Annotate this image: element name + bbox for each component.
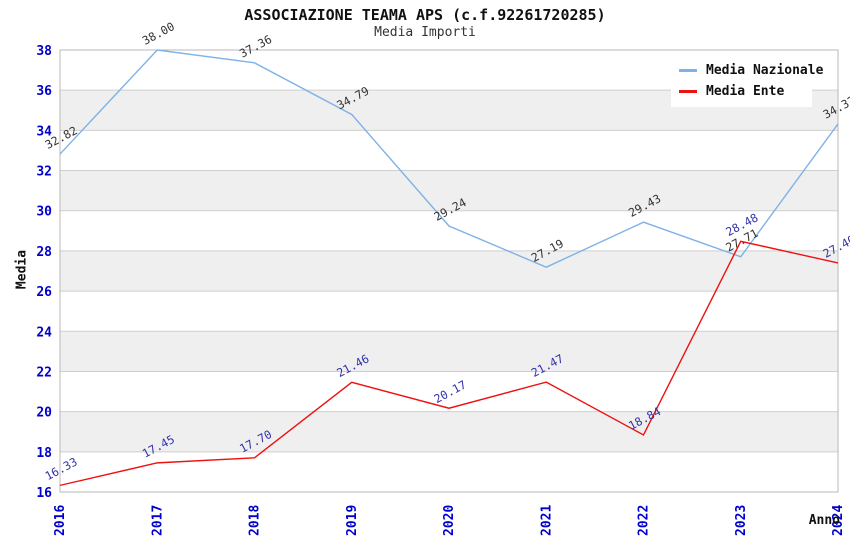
legend-swatch-media-nazionale: [679, 69, 697, 72]
data-label-media-ente: 20.17: [432, 377, 469, 406]
y-tick-label: 28: [36, 245, 52, 260]
chart-title: ASSOCIAZIONE TEAMA APS (c.f.92261720285): [244, 6, 606, 24]
legend-swatch-media-ente: [679, 90, 697, 93]
data-label-media-nazionale: 37.36: [237, 32, 274, 61]
y-tick-label: 26: [36, 285, 52, 300]
legend-item-media-nazionale: Media Nazionale: [679, 63, 823, 78]
y-tick-label: 38: [36, 44, 52, 59]
plot-band: [60, 250, 838, 292]
x-tick-label: 2023: [734, 505, 749, 536]
x-tick-label: 2018: [248, 505, 263, 536]
chart-subtitle: Media Importi: [374, 25, 476, 40]
y-axis-title: Media: [14, 249, 30, 290]
y-tick-label: 32: [36, 165, 52, 180]
y-tick-label: 16: [36, 486, 52, 501]
x-axis-title: Anno: [808, 513, 840, 528]
plot-band: [60, 331, 838, 372]
y-tick-label: 20: [36, 406, 52, 421]
plot-band: [60, 170, 838, 211]
y-tick-label: 24: [36, 325, 52, 340]
plot-band: [60, 411, 838, 452]
x-tick-label: 2017: [150, 505, 165, 536]
y-tick-label: 34: [36, 124, 52, 139]
plot-border: [59, 49, 839, 493]
y-tick-label: 30: [36, 205, 52, 220]
legend: Media Nazionale Media Ente: [671, 55, 823, 107]
x-tick-label: 2016: [53, 505, 68, 536]
x-tick-label: 2021: [539, 505, 554, 536]
data-label-media-nazionale: 38.00: [140, 19, 177, 48]
legend-label-media-nazionale: Media Nazionale: [706, 63, 824, 78]
legend-item-media-ente: Media Ente: [679, 84, 802, 99]
x-tick-label: 2024: [831, 505, 846, 536]
series-line-media-ente: [59, 240, 839, 487]
y-tick-label: 36: [36, 84, 52, 99]
series-line-media-nazionale: [59, 49, 839, 268]
y-tick-label: 18: [36, 446, 52, 461]
x-tick-label: 2022: [637, 505, 652, 536]
legend-label-media-ente: Media Ente: [706, 84, 785, 99]
x-tick-label: 2019: [345, 505, 360, 536]
x-tick-label: 2020: [442, 505, 457, 536]
y-tick-label: 22: [36, 365, 52, 380]
